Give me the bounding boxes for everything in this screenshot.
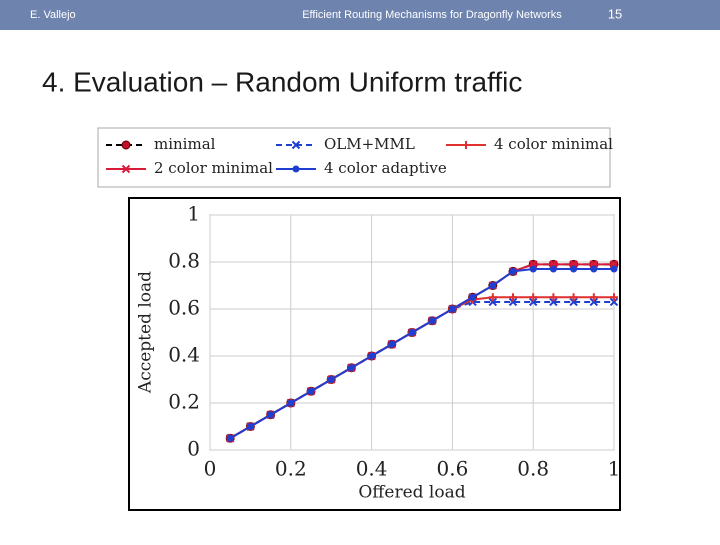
marker [327,376,335,383]
marker [489,282,497,289]
legend-marker [121,140,131,150]
marker [509,267,517,275]
marker [569,293,578,302]
legend-label: 4 color adaptive [324,159,447,177]
marker [388,340,396,348]
legend-label: 2 color minimal [154,159,273,177]
marker [529,265,537,273]
marker [469,293,477,301]
x-tick-label: 0 [204,457,217,481]
marker [589,293,598,302]
marker [589,297,599,307]
marker [428,317,436,325]
marker [226,434,234,442]
y-tick-label: 0.6 [168,296,200,320]
legend-label: 4 color minimal [494,135,613,153]
author: E. Vallejo [30,9,76,21]
header-bar [0,0,720,30]
marker [569,297,578,307]
marker [408,329,416,336]
marker [246,423,254,430]
y-tick-label: 0.8 [168,249,200,273]
x-tick-label: 0.6 [436,457,468,481]
slide-title: 4. Evaluation – Random Uniform traffic [42,66,522,97]
y-tick-label: 0.2 [168,390,200,414]
marker [609,297,619,307]
legend-marker [462,141,470,149]
talk-title: Efficient Routing Mechanisms for Dragonf… [302,9,562,21]
legend-marker [292,165,300,173]
x-tick-label: 1 [608,457,621,481]
legend-label: minimal [154,135,216,153]
marker [307,387,315,395]
marker [549,297,558,307]
y-axis-label: Accepted load [136,271,156,394]
marker [287,399,295,407]
marker [448,305,456,313]
marker [610,293,618,302]
marker [529,293,538,302]
legend-marker [121,164,131,174]
marker [509,293,517,302]
marker [368,352,376,360]
marker [549,265,557,273]
marker [508,297,518,307]
x-axis-label: Offered load [358,483,465,503]
marker [488,297,498,307]
marker [528,297,538,307]
marker [488,293,497,302]
marker [570,265,578,273]
x-tick-label: 0.4 [356,457,388,481]
x-tick-label: 0.8 [517,457,549,481]
legend-label: OLM+MML [324,135,415,153]
y-tick-label: 0.4 [168,343,200,367]
y-tick-label: 1 [187,202,200,226]
legend-box [97,127,611,188]
legend-marker [291,140,301,150]
x-tick-label: 0.2 [275,457,307,481]
marker [610,265,618,273]
marker [267,411,275,419]
marker [549,293,558,302]
marker [590,265,598,273]
page-number: 15 [608,6,622,21]
y-tick-label: 0 [187,437,200,461]
marker [347,364,355,372]
